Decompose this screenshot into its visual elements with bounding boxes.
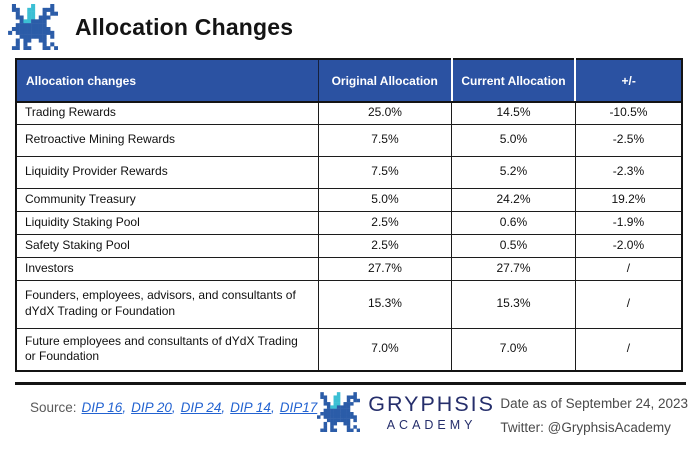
- separator: ,: [270, 400, 275, 415]
- cell-original-allocation: 15.3%: [317, 279, 453, 329]
- page-footer: Source: DIP 16, DIP 20, DIP 24, DIP 14, DIP17…: [0, 390, 700, 441]
- table-row: Trading Rewards 25.0% 14.5% -10.5%: [15, 101, 683, 125]
- cell-original-allocation: 7.0%: [317, 327, 453, 372]
- source-link[interactable]: DIP17: [279, 400, 318, 415]
- column-header-current-allocation: Current Allocation: [450, 59, 576, 103]
- twitter-text: Twitter: @GryphsisAcademy: [500, 420, 671, 436]
- allocation-table: Allocation changes Original Allocation C…: [15, 58, 683, 372]
- column-header-allocation-changes: Allocation changes: [16, 59, 319, 103]
- date-text: Date as of September 24, 2023: [500, 396, 688, 411]
- cell-allocation-name: Future employees and consultants of dYdX…: [15, 327, 319, 372]
- source-links: DIP 16, DIP 20, DIP 24, DIP 14, DIP17: [77, 400, 318, 415]
- page-header: Allocation Changes: [8, 3, 293, 51]
- allocation-table-wrap: Allocation changes Original Allocation C…: [15, 58, 683, 372]
- cell-allocation-name: Retroactive Mining Rewards: [15, 123, 319, 157]
- brand-text: GRYPHSIS ACADEMY: [368, 392, 495, 432]
- brand-name: GRYPHSIS: [368, 392, 495, 416]
- info-block: Date as of September 24, 2023 Twitter: @…: [500, 390, 700, 441]
- brand-subtitle: ACADEMY: [386, 418, 477, 432]
- cell-allocation-name: Community Treasury: [15, 187, 319, 212]
- cell-current-allocation: 7.0%: [451, 327, 576, 372]
- table-body: Trading Rewards 25.0% 14.5% -10.5% Retro…: [15, 101, 683, 372]
- table-row: Community Treasury 5.0% 24.2% 19.2%: [15, 187, 683, 212]
- cell-current-allocation: 27.7%: [451, 256, 576, 281]
- table-row: Liquidity Staking Pool 2.5% 0.6% -1.9%: [15, 210, 683, 235]
- separator: ,: [171, 400, 176, 415]
- cell-allocation-name: Founders, employees, advisors, and consu…: [15, 279, 319, 329]
- column-header-change: +/-: [574, 59, 682, 103]
- source-link[interactable]: DIP 24: [180, 400, 222, 415]
- cell-allocation-name: Liquidity Provider Rewards: [15, 155, 319, 189]
- table-row: Founders, employees, advisors, and consu…: [15, 279, 683, 329]
- column-header-original-allocation: Original Allocation: [317, 59, 452, 103]
- cell-original-allocation: 2.5%: [317, 233, 453, 258]
- table-row: Investors 27.7% 27.7% /: [15, 256, 683, 281]
- cell-current-allocation: 5.2%: [451, 155, 576, 189]
- page-title: Allocation Changes: [75, 13, 294, 40]
- cell-change: -2.3%: [574, 155, 683, 189]
- cell-current-allocation: 5.0%: [451, 123, 576, 157]
- cell-allocation-name: Liquidity Staking Pool: [15, 210, 319, 235]
- cell-change: /: [574, 256, 683, 281]
- cell-current-allocation: 0.6%: [451, 210, 576, 235]
- gryphsis-footer-logo-icon: [317, 392, 361, 432]
- source-label: Source:: [30, 400, 77, 415]
- cell-current-allocation: 14.5%: [451, 101, 576, 125]
- cell-original-allocation: 27.7%: [317, 256, 453, 281]
- cell-original-allocation: 5.0%: [317, 187, 453, 212]
- source-link[interactable]: DIP 14: [230, 400, 271, 415]
- cell-original-allocation: 7.5%: [317, 123, 453, 157]
- cell-allocation-name: Safety Staking Pool: [15, 233, 319, 258]
- separator: ,: [221, 400, 226, 415]
- footer-divider: [15, 382, 686, 385]
- cell-change: /: [574, 327, 683, 372]
- cell-change: -2.5%: [574, 123, 683, 157]
- gryphsis-logo-icon: [8, 4, 58, 50]
- cell-current-allocation: 0.5%: [451, 233, 576, 258]
- brand-block: GRYPHSIS ACADEMY: [317, 390, 495, 432]
- table-row: Safety Staking Pool 2.5% 0.5% -2.0%: [15, 233, 683, 258]
- cell-original-allocation: 25.0%: [317, 101, 453, 125]
- cell-change: -2.0%: [574, 233, 683, 258]
- table-row: Future employees and consultants of dYdX…: [15, 327, 683, 372]
- table-row: Liquidity Provider Rewards 7.5% 5.2% -2.…: [15, 155, 683, 189]
- cell-current-allocation: 24.2%: [451, 187, 576, 212]
- table-row: Retroactive Mining Rewards 7.5% 5.0% -2.…: [15, 123, 683, 157]
- source-link[interactable]: DIP 16: [81, 400, 123, 415]
- cell-allocation-name: Trading Rewards: [15, 101, 319, 125]
- cell-original-allocation: 2.5%: [317, 210, 453, 235]
- source-block: Source: DIP 16, DIP 20, DIP 24, DIP 14, DIP17: [0, 390, 317, 415]
- source-link[interactable]: DIP 20: [131, 400, 172, 415]
- cell-change: -1.9%: [574, 210, 683, 235]
- separator: ,: [122, 400, 127, 415]
- cell-change: /: [574, 279, 683, 329]
- cell-change: 19.2%: [574, 187, 683, 212]
- cell-allocation-name: Investors: [15, 256, 319, 281]
- cell-change: -10.5%: [574, 101, 683, 125]
- table-header-row: Allocation changes Original Allocation C…: [16, 59, 682, 103]
- cell-current-allocation: 15.3%: [451, 279, 576, 329]
- cell-original-allocation: 7.5%: [317, 155, 453, 189]
